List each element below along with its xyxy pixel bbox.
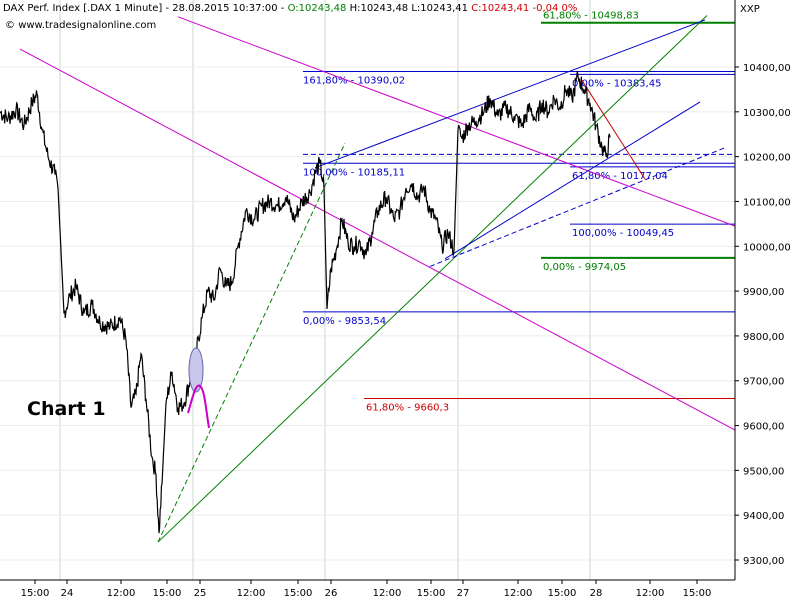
y-tick-label: 10200,00 <box>743 153 791 164</box>
trend-line <box>157 142 346 543</box>
header-sep: - <box>280 3 288 14</box>
x-tick-label: 24 <box>61 588 74 599</box>
copyright-icon: © <box>5 20 15 31</box>
fib-level-label: 0,00% - 9974,05 <box>543 262 626 273</box>
panel-tag: XXP <box>740 4 760 15</box>
x-tick-label: 12:00 <box>237 588 266 599</box>
trend-line <box>19 48 736 431</box>
x-tick-label: 25 <box>194 588 207 599</box>
x-tick-label: 15:00 <box>417 588 446 599</box>
x-tick-label: 28 <box>590 588 603 599</box>
fib-level-label: 0,00% - 9853,54 <box>303 316 386 327</box>
fib-level-label: 61,80% - 10498,83 <box>543 11 639 22</box>
y-tick-label: 9300,00 <box>743 556 784 567</box>
header-change: -0,04 <box>532 3 559 14</box>
x-tick-label: 27 <box>457 588 470 599</box>
highlight-ellipse <box>188 347 204 393</box>
trend-line <box>157 15 708 543</box>
fib-level-label: 61,80% - 10177,04 <box>572 171 668 182</box>
y-tick-label: 10000,00 <box>743 242 791 253</box>
header-change-pct: 0% <box>561 3 578 14</box>
header-low: L:10243,41 <box>411 3 469 14</box>
magenta-hook-stroke <box>187 384 210 429</box>
x-tick-label: 12:00 <box>107 588 136 599</box>
trend-line <box>429 147 726 267</box>
y-tick-label: 9600,00 <box>743 422 784 433</box>
instrument-name: DAX Perf. Index [.DAX 1 Minute] <box>3 3 163 14</box>
fib-level-label: 100,00% - 10049,45 <box>572 228 674 239</box>
fib-level-label: 100,00% - 10185,11 <box>303 167 405 178</box>
x-tick-label: 15:00 <box>683 588 712 599</box>
fib-level-label: 0,00% - 10383,45 <box>572 78 661 89</box>
y-tick-label: 10400,00 <box>743 63 791 74</box>
header-sep: - <box>165 3 173 14</box>
fib-level-label: 161,80% - 10390,02 <box>303 75 405 86</box>
header-open: O:10243,48 <box>287 3 347 14</box>
x-tick-label: 15:00 <box>153 588 182 599</box>
y-tick-label: 10300,00 <box>743 108 791 119</box>
chart-label: Chart 1 <box>27 398 106 420</box>
y-tick-label: 9800,00 <box>743 332 784 343</box>
x-tick-label: 15:00 <box>284 588 313 599</box>
y-tick-label: 9400,00 <box>743 511 784 522</box>
chart-header: DAX Perf. Index [.DAX 1 Minute] - 28.08.… <box>3 3 577 14</box>
x-tick-label: 26 <box>325 588 338 599</box>
x-tick-label: 15:00 <box>548 588 577 599</box>
fib-level-label: 61,80% - 9660,3 <box>366 403 449 414</box>
x-tick-label: 12:00 <box>504 588 533 599</box>
header-datetime: 28.08.2015 10:37:00 <box>172 3 278 14</box>
x-tick-label: 12:00 <box>373 588 402 599</box>
header-high: H:10243,48 <box>349 3 409 14</box>
source-line: © www.tradesignalonline.com <box>5 20 156 31</box>
price-line <box>0 70 611 534</box>
source-url: www.tradesignalonline.com <box>18 20 157 31</box>
x-tick-label: 15:00 <box>21 588 50 599</box>
y-tick-label: 9900,00 <box>743 287 784 298</box>
trend-line <box>314 19 706 169</box>
y-tick-label: 9700,00 <box>743 377 784 388</box>
trend-line <box>581 80 646 180</box>
header-close: C:10243,41 <box>471 3 530 14</box>
y-tick-label: 10100,00 <box>743 197 791 208</box>
y-tick-label: 9500,00 <box>743 466 784 477</box>
x-tick-label: 12:00 <box>636 588 665 599</box>
trend-line <box>177 16 736 227</box>
trend-line <box>444 101 701 260</box>
